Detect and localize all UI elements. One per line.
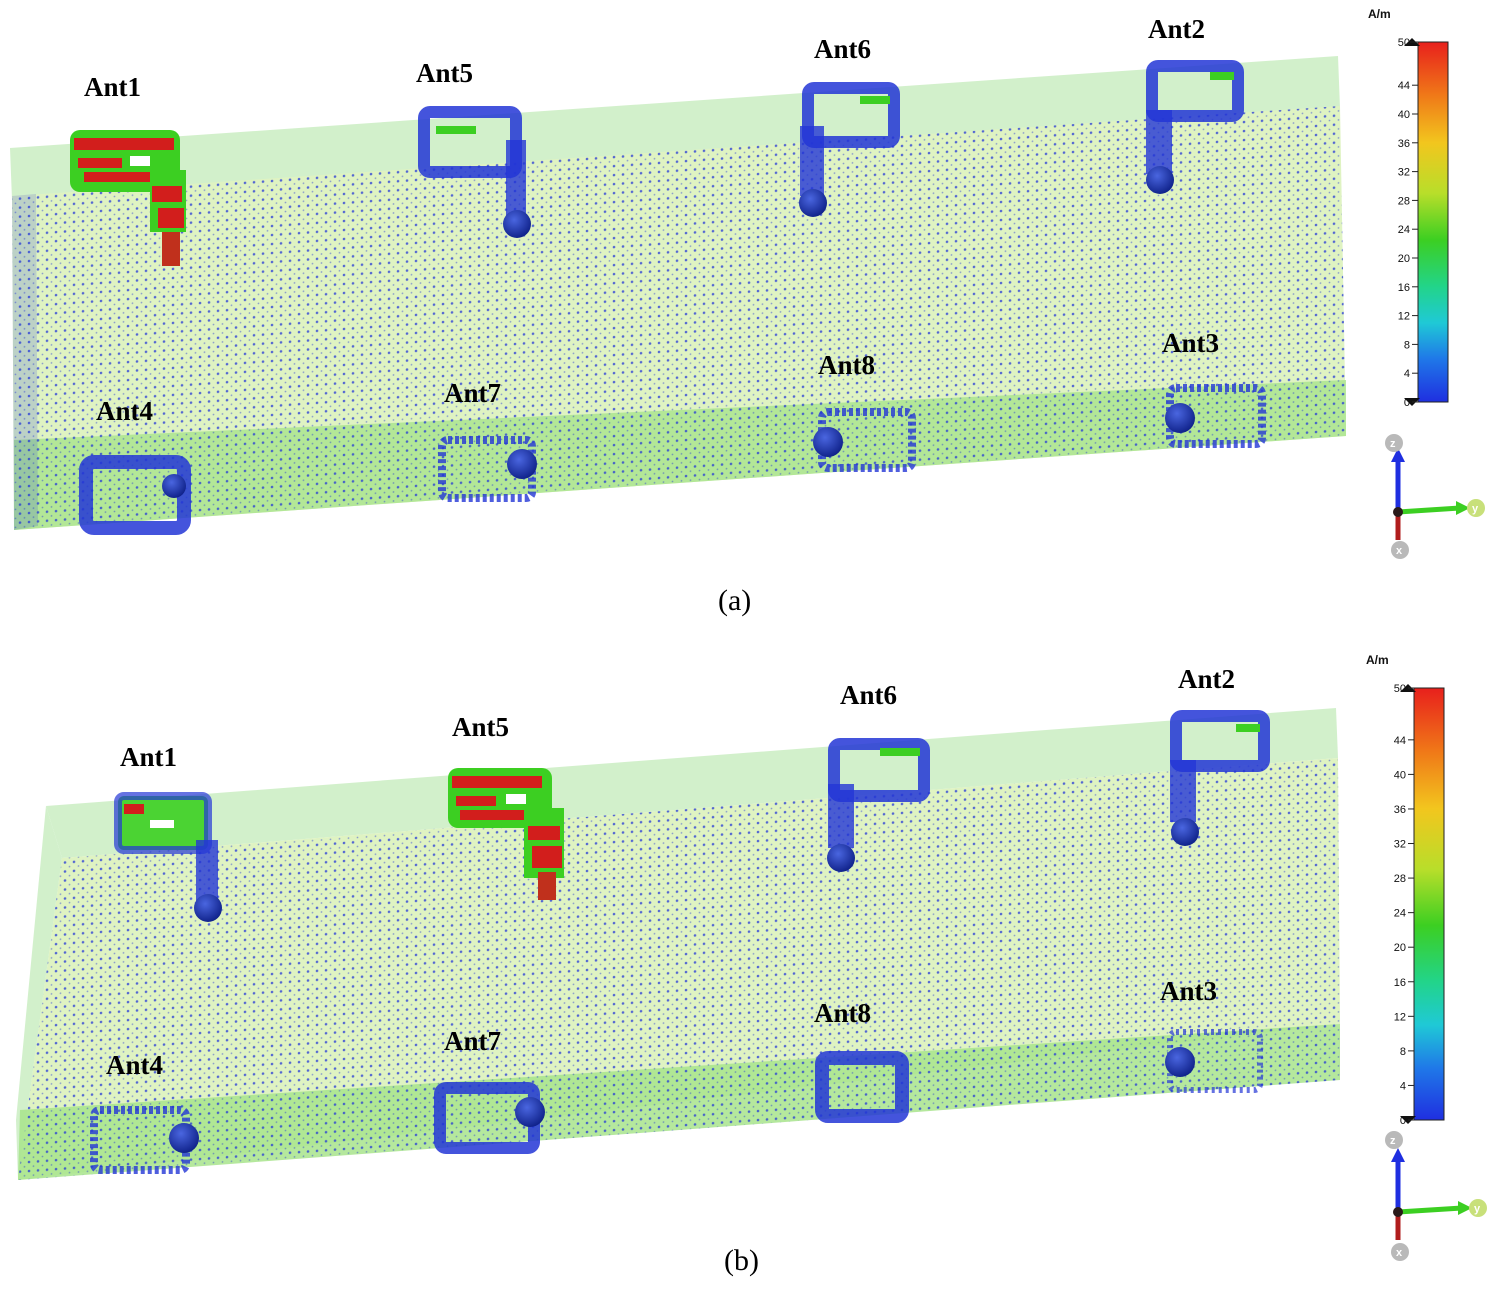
antenna-ant8-bottom bbox=[813, 408, 916, 472]
label-ant5: Ant5 bbox=[452, 712, 509, 742]
antenna-ant4-bottom bbox=[79, 455, 191, 535]
colorbar-tick-label: 24 bbox=[1394, 908, 1406, 920]
antenna-ant7-bottom bbox=[438, 436, 537, 502]
label-ant8: Ant8 bbox=[818, 350, 875, 380]
label-ant6: Ant6 bbox=[840, 680, 897, 710]
colorbar-tick-label: 32 bbox=[1394, 839, 1406, 851]
colorbar-tick-label: 24 bbox=[1398, 224, 1410, 236]
z-axis-badge bbox=[1385, 1131, 1403, 1149]
antenna-ant2-top bbox=[1146, 60, 1244, 194]
label-ant8: Ant8 bbox=[814, 998, 871, 1028]
x-axis-badge bbox=[1391, 1243, 1409, 1261]
colorbar-tick-label: 8 bbox=[1400, 1046, 1406, 1058]
colorbar-tick-label: 28 bbox=[1398, 195, 1410, 207]
colorbar-tick-label: 16 bbox=[1394, 977, 1406, 989]
colorbar-tick-label: 20 bbox=[1398, 253, 1410, 265]
colorbar-tick-label: 12 bbox=[1394, 1011, 1406, 1023]
label-ant2: Ant2 bbox=[1178, 664, 1235, 694]
board-top-face bbox=[10, 56, 1340, 200]
z-axis-badge bbox=[1385, 434, 1403, 452]
current-mesh bbox=[12, 106, 1346, 530]
colorbar-tick-label: 32 bbox=[1398, 167, 1410, 179]
antenna-ant3-bottom bbox=[1165, 384, 1266, 448]
colorbar-tick-label: 50 bbox=[1398, 37, 1410, 49]
antenna-ant8-bottom bbox=[815, 1051, 909, 1123]
z-axis-label: z bbox=[1390, 1135, 1396, 1147]
x-axis-badge bbox=[1391, 541, 1409, 559]
board-left-face bbox=[16, 806, 62, 1180]
colorbar-tick-label: 28 bbox=[1394, 873, 1406, 885]
x-axis-label: x bbox=[1396, 1247, 1403, 1259]
antenna-ant5-top bbox=[418, 106, 531, 238]
label-ant7: Ant7 bbox=[444, 378, 501, 408]
label-ant4: Ant4 bbox=[96, 396, 153, 426]
antenna-ant4-bottom bbox=[90, 1106, 199, 1174]
colorbar-tick-label: 50 bbox=[1394, 683, 1406, 695]
board-left-edge bbox=[12, 194, 38, 530]
colorbar-tick-label: 4 bbox=[1400, 1080, 1406, 1092]
antenna-ant3-bottom bbox=[1165, 1029, 1263, 1093]
panel-b: Ant1 Ant5 Ant6 Ant2 Ant4 Ant7 Ant8 Ant3 … bbox=[0, 640, 1500, 1292]
y-axis-label: y bbox=[1474, 1203, 1481, 1215]
colorbar-tick-label: 12 bbox=[1398, 311, 1410, 323]
label-ant3: Ant3 bbox=[1160, 976, 1217, 1006]
antenna-ant7-bottom bbox=[434, 1082, 545, 1154]
y-axis-badge bbox=[1467, 499, 1485, 517]
label-ant1: Ant1 bbox=[120, 742, 177, 772]
y-axis-badge bbox=[1469, 1199, 1487, 1217]
label-ant1: Ant1 bbox=[84, 72, 141, 102]
x-axis-label: x bbox=[1396, 545, 1403, 557]
colorbar-unit: A/m bbox=[1366, 653, 1389, 667]
colorbar-tick-label: 8 bbox=[1404, 339, 1410, 351]
board-top-face bbox=[46, 708, 1338, 858]
label-ant6: Ant6 bbox=[814, 34, 871, 64]
simulation-view-b: Ant1 Ant5 Ant6 Ant2 Ant4 Ant7 Ant8 Ant3 … bbox=[16, 653, 1487, 1261]
z-axis-label: z bbox=[1390, 438, 1396, 450]
antenna-ant2-top bbox=[1170, 710, 1270, 846]
caption-b: (b) bbox=[724, 1244, 759, 1277]
colorbar-unit: A/m bbox=[1368, 7, 1391, 21]
colorbar-tick-label: 40 bbox=[1398, 109, 1410, 121]
panel-a: Ant1 Ant5 Ant6 Ant2 Ant4 Ant7 Ant8 Ant3 … bbox=[0, 0, 1500, 640]
label-ant5: Ant5 bbox=[416, 58, 473, 88]
simulation-view-a: Ant1 Ant5 Ant6 Ant2 Ant4 Ant7 Ant8 Ant3 … bbox=[10, 7, 1485, 559]
antenna-ant1-top bbox=[70, 130, 186, 266]
current-mesh bbox=[18, 758, 1340, 1180]
colorbar-tick-label: 36 bbox=[1398, 138, 1410, 150]
label-ant3: Ant3 bbox=[1162, 328, 1219, 358]
colorbar-tick-label: 44 bbox=[1398, 80, 1410, 92]
antenna-ant6-top bbox=[827, 738, 930, 872]
axis-triad-b: z y x bbox=[1385, 1131, 1487, 1261]
label-ant7: Ant7 bbox=[444, 1026, 501, 1056]
colorbar-tick-label: 0 bbox=[1404, 397, 1410, 409]
colorbar-tick-label: 4 bbox=[1404, 368, 1410, 380]
antenna-ant1-top bbox=[114, 792, 222, 922]
label-ant4: Ant4 bbox=[106, 1050, 163, 1080]
colorbar-tick-label: 44 bbox=[1394, 735, 1406, 747]
axis-triad-a: z y x bbox=[1385, 434, 1485, 559]
caption-a: (a) bbox=[718, 584, 752, 617]
antenna-ant6-top bbox=[799, 82, 900, 217]
antenna-ant5-top bbox=[448, 768, 564, 900]
colorbar-tick-label: 36 bbox=[1394, 804, 1406, 816]
colorbar-tick-label: 20 bbox=[1394, 942, 1406, 954]
colorbar-tick-label: 40 bbox=[1394, 769, 1406, 781]
colorbar-tick-label: 0 bbox=[1400, 1115, 1406, 1127]
label-ant2: Ant2 bbox=[1148, 14, 1205, 44]
colorbar-tick-label: 16 bbox=[1398, 282, 1410, 294]
y-axis-label: y bbox=[1472, 503, 1479, 515]
